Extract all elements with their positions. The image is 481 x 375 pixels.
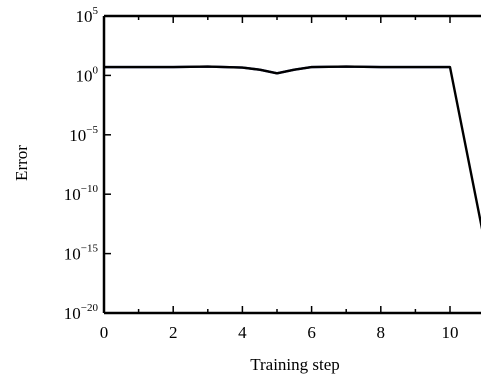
x-axis-label: Training step [250,355,340,374]
labels-layer: 0 2 4 6 8 10 105 100 10−5 10−10 10−15 10−20 [64,5,459,342]
x-tick-label: 0 [100,323,109,342]
x-tick-label: 10 [442,323,459,342]
y-tick-label: 100 [76,64,99,85]
y-tick-label: 10−5 [69,124,98,145]
x-tick-label: 8 [377,323,386,342]
y-tick-label: 105 [76,5,99,26]
x-tick-label: 4 [238,323,247,342]
ticks-layer [103,15,451,314]
x-tick-label: 2 [169,323,178,342]
plot-frame [102,14,481,315]
y-tick-label: 10−10 [64,183,99,204]
y-tick-label: 10−20 [64,302,99,323]
x-tick-label: 6 [307,323,316,342]
y-axis-label: Error [12,145,31,181]
series-layer [104,65,481,230]
series-line [104,65,481,230]
y-tick-label: 10−15 [64,243,99,264]
